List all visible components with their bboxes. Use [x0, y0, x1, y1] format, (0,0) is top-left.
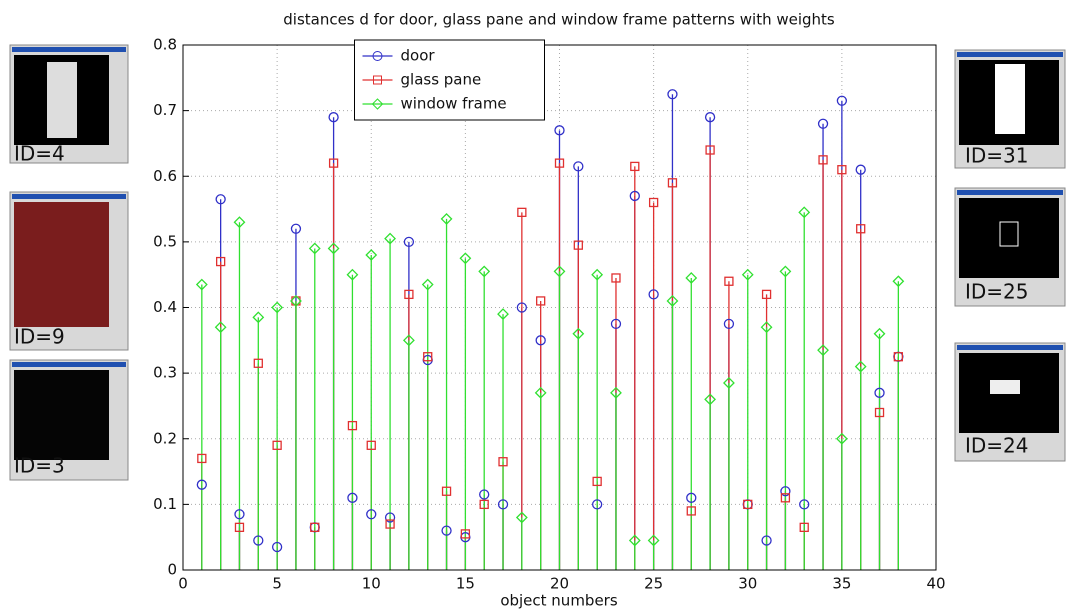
thumbnails-right [955, 50, 1065, 461]
x-tick-label: 15 [456, 575, 475, 593]
y-tick-label: 0.4 [153, 298, 177, 316]
y-tick-label: 0 [167, 561, 177, 579]
y-tick-label: 0.8 [153, 36, 177, 54]
thumb-image [14, 202, 109, 327]
y-tick-label: 0.7 [153, 101, 177, 119]
thumb-label: ID=4 [14, 142, 65, 166]
y-tick-label: 0.2 [153, 429, 177, 447]
thumb-titlebar [12, 362, 126, 367]
y-tick-label: 0.5 [153, 232, 177, 250]
thumb-label: ID=9 [14, 325, 65, 349]
legend-label: window frame [401, 95, 507, 113]
thumb-titlebar [957, 345, 1063, 350]
chart-title: distances d for door, glass pane and win… [283, 11, 835, 29]
thumb-label: ID=25 [965, 280, 1029, 304]
thumbnails-left [10, 45, 128, 480]
x-tick-label: 40 [926, 575, 945, 593]
thumb-image [959, 198, 1059, 278]
x-tick-label: 35 [832, 575, 851, 593]
thumb-door [47, 62, 77, 138]
legend-label: door [401, 47, 436, 65]
x-tick-label: 0 [178, 575, 188, 593]
x-tick-label: 30 [738, 575, 757, 593]
thumb-label: ID=24 [965, 434, 1029, 458]
chart: ID=4 ID=9 ID=3 ID=31 ID=25 ID=24 distanc… [0, 0, 1071, 610]
x-tick-label: 25 [644, 575, 663, 593]
y-tick-label: 0.1 [153, 495, 177, 513]
legend-label: glass pane [401, 71, 482, 89]
thumb-image [14, 370, 109, 460]
thumb-titlebar [12, 194, 126, 199]
thumb-pane [990, 380, 1020, 394]
x-axis-label: object numbers [500, 592, 618, 610]
x-tick-label: 20 [550, 575, 569, 593]
x-tick-label: 10 [362, 575, 381, 593]
x-tick-label: 5 [272, 575, 282, 593]
thumb-titlebar [957, 190, 1063, 195]
thumb-titlebar [957, 52, 1063, 57]
y-tick-label: 0.6 [153, 167, 177, 185]
thumb-label: ID=31 [965, 144, 1029, 168]
y-tick-label: 0.3 [153, 364, 177, 382]
thumb-label: ID=3 [14, 454, 65, 478]
thumb-door [995, 64, 1025, 134]
thumb-titlebar [12, 47, 126, 52]
